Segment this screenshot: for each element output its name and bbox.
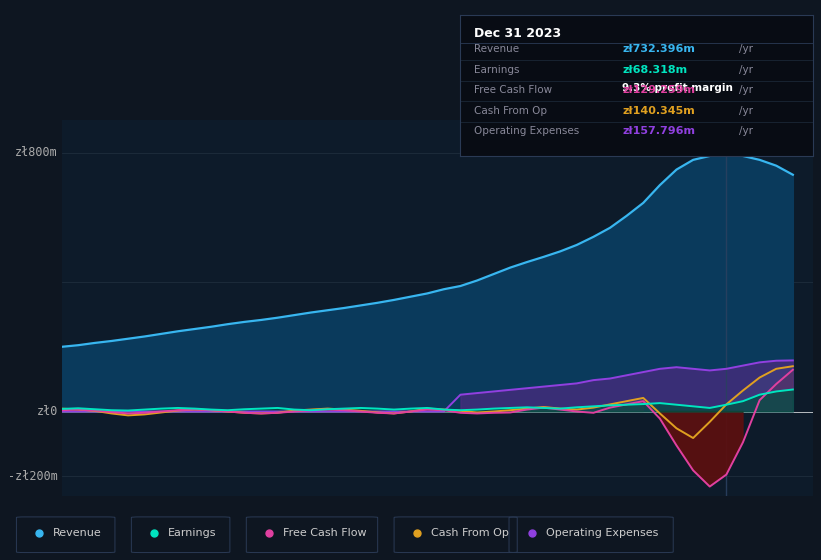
Text: zł732.396m: zł732.396m — [622, 44, 695, 54]
Text: -zł200m: -zł200m — [8, 470, 57, 483]
Text: 2018: 2018 — [379, 516, 409, 529]
Text: Operating Expenses: Operating Expenses — [546, 529, 658, 538]
Text: Free Cash Flow: Free Cash Flow — [474, 85, 552, 95]
Text: 2023: 2023 — [712, 516, 741, 529]
Text: Cash From Op: Cash From Op — [431, 529, 509, 538]
Text: 9.3% profit margin: 9.3% profit margin — [622, 83, 733, 93]
Text: /yr: /yr — [739, 85, 753, 95]
Text: /yr: /yr — [739, 126, 753, 136]
Text: 2020: 2020 — [512, 516, 542, 529]
Text: zł140.345m: zł140.345m — [622, 106, 695, 115]
Text: 2015: 2015 — [180, 516, 209, 529]
Text: 2022: 2022 — [645, 516, 675, 529]
Text: 2019: 2019 — [446, 516, 475, 529]
Text: /yr: /yr — [739, 64, 753, 74]
Text: zł68.318m: zł68.318m — [622, 64, 687, 74]
Text: Dec 31 2023: Dec 31 2023 — [474, 27, 561, 40]
Text: zł129.259m: zł129.259m — [622, 85, 695, 95]
Text: /yr: /yr — [739, 44, 753, 54]
Text: Revenue: Revenue — [53, 529, 102, 538]
Text: Operating Expenses: Operating Expenses — [474, 126, 579, 136]
Text: zł800m: zł800m — [15, 146, 57, 159]
Text: 2016: 2016 — [246, 516, 276, 529]
Text: Earnings: Earnings — [168, 529, 217, 538]
Text: 2017: 2017 — [313, 516, 342, 529]
Text: Cash From Op: Cash From Op — [474, 106, 547, 115]
Text: zł157.796m: zł157.796m — [622, 126, 695, 136]
Text: /yr: /yr — [739, 106, 753, 115]
Text: Revenue: Revenue — [474, 44, 519, 54]
Text: 2021: 2021 — [579, 516, 608, 529]
Text: zł0: zł0 — [36, 405, 57, 418]
Text: Free Cash Flow: Free Cash Flow — [283, 529, 367, 538]
Text: 2014: 2014 — [113, 516, 143, 529]
Text: Earnings: Earnings — [474, 64, 520, 74]
